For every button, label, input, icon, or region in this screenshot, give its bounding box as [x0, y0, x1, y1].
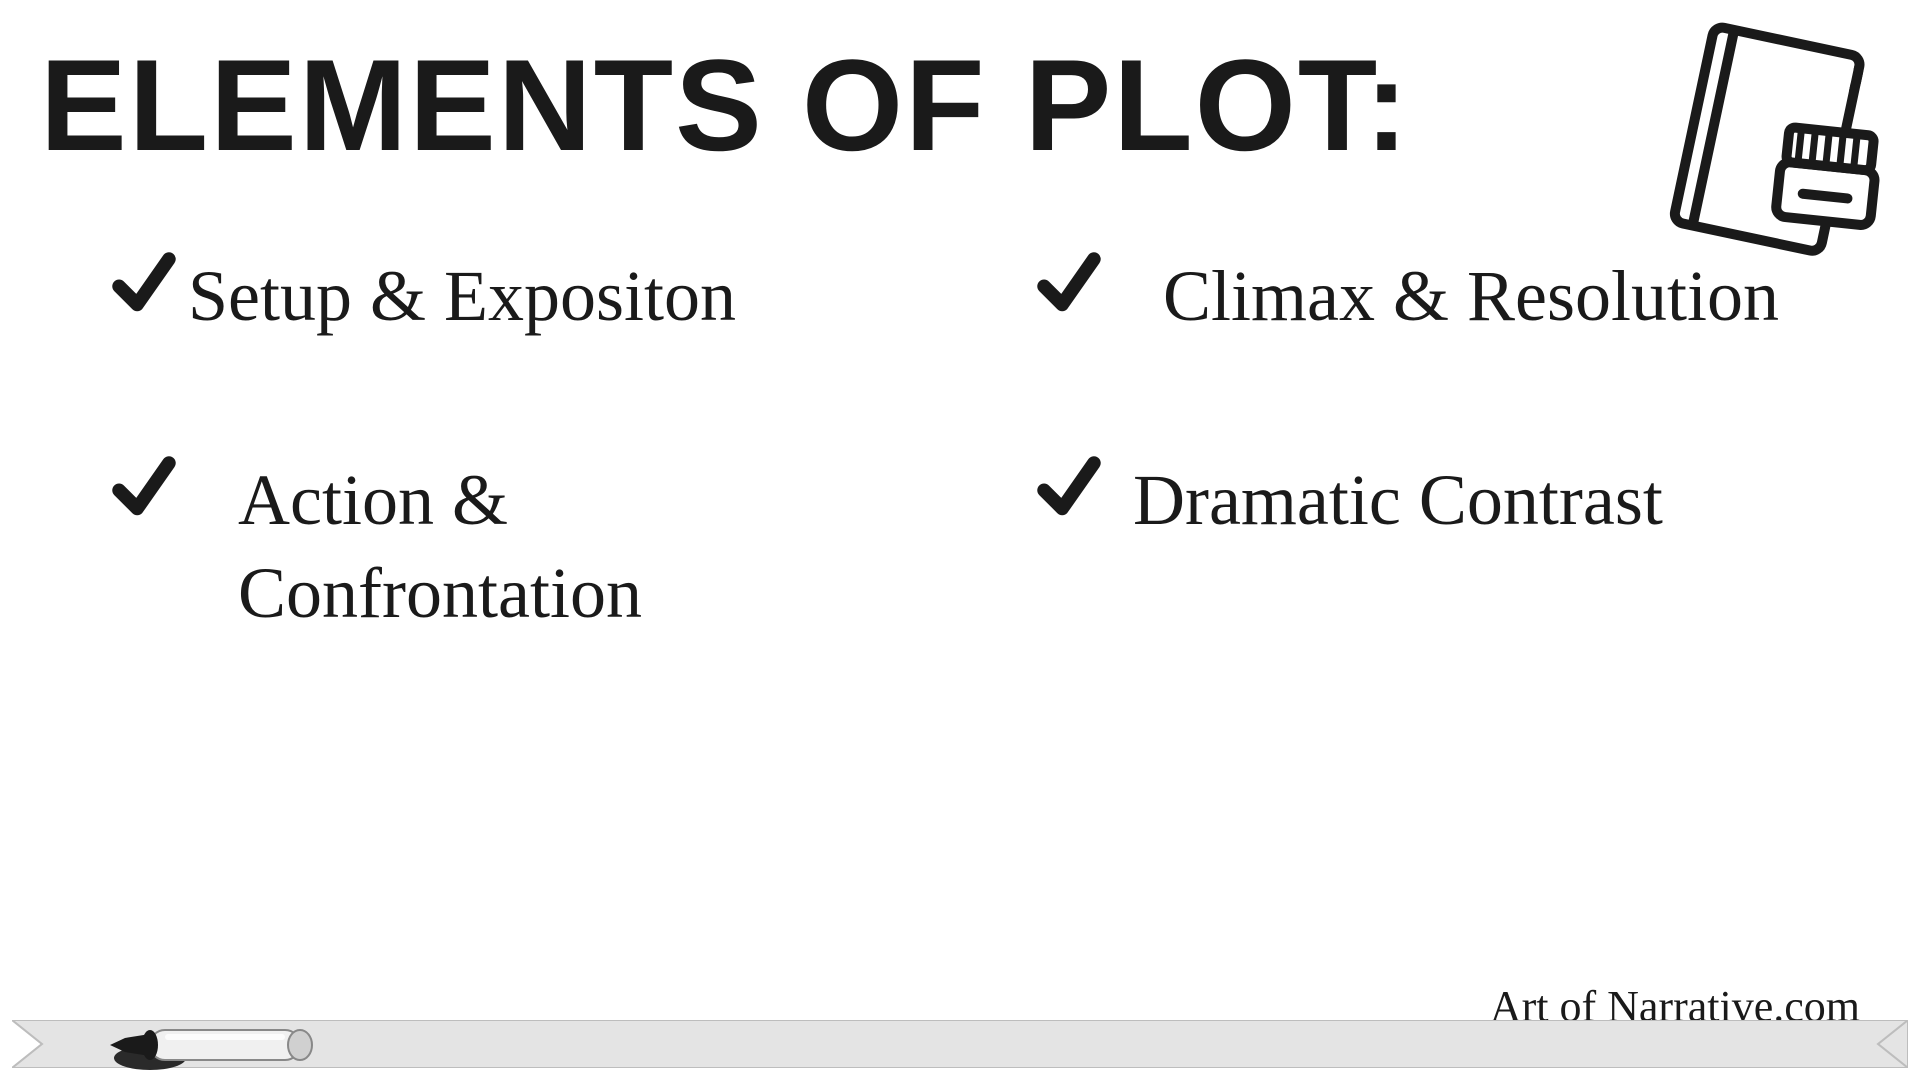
check-icon	[110, 250, 178, 318]
list-item: Setup & Expositon	[110, 250, 915, 344]
list-item-label: Climax & Resolution	[1163, 250, 1779, 344]
list-item: Action & Confrontation	[110, 454, 915, 641]
check-icon	[1035, 250, 1103, 318]
check-icon	[1035, 454, 1103, 522]
checklist-right-column: Climax & Resolution Dramatic Contrast	[1035, 250, 1840, 641]
list-item-label: Action & Confrontation	[238, 454, 915, 641]
checklist-left-column: Setup & Expositon Action & Confrontation	[110, 250, 915, 641]
list-item-label: Dramatic Contrast	[1133, 454, 1663, 548]
book-eraser-icon	[1640, 20, 1900, 280]
list-item-label: Setup & Expositon	[188, 250, 736, 344]
checklist: Setup & Expositon Action & Confrontation…	[110, 250, 1840, 641]
list-item: Dramatic Contrast	[1035, 454, 1840, 548]
page-title: ELEMENTS OF PLOT:	[40, 30, 1410, 180]
check-icon	[110, 454, 178, 522]
list-item: Climax & Resolution	[1035, 250, 1840, 344]
marker-pen-icon	[100, 1016, 340, 1076]
